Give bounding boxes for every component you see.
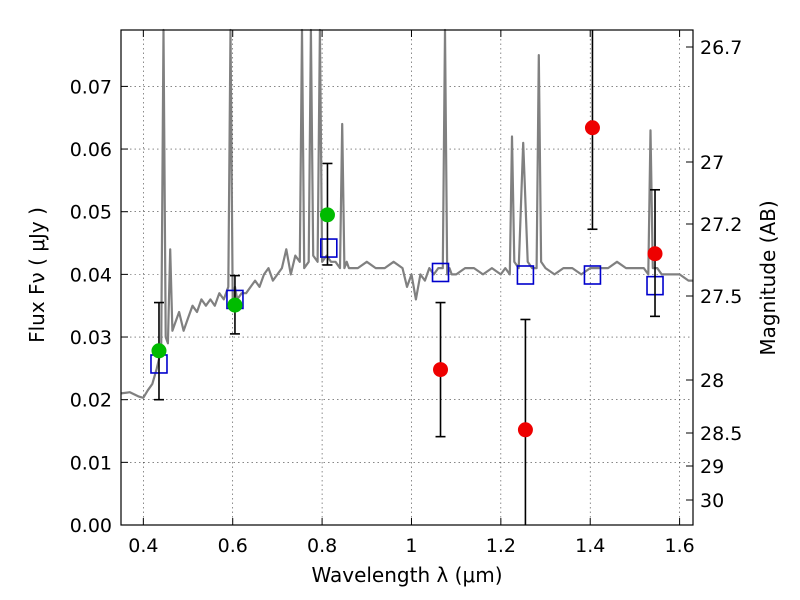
- data-point: [647, 246, 663, 262]
- model-square-marker: [583, 265, 602, 285]
- y-tick-label: 0.05: [70, 202, 112, 224]
- data-point: [517, 422, 533, 438]
- spectrum-line: [120, 28, 693, 399]
- data-point: [151, 343, 167, 359]
- right-tick-label: 27.5: [700, 286, 742, 308]
- right-tick-label: 30: [700, 490, 724, 512]
- y-tick-label: 0.04: [70, 264, 112, 286]
- y-axis-label: Flux Fν ( μJy ): [25, 207, 49, 343]
- data-point: [227, 297, 243, 313]
- y-tick-label: 0.03: [70, 327, 112, 349]
- model-square-marker: [431, 262, 450, 283]
- right-tick-label: 28: [700, 370, 724, 392]
- y-tick-label: 0.00: [70, 515, 112, 537]
- x-tick-label: 0.4: [128, 535, 158, 557]
- tick-layer: 0.4 0.6 0.8 1 1.2 1.4 1.6 0.00 0.01 0.02 0.03 0.04 0…: [70, 30, 742, 557]
- x-tick-label: 1.4: [575, 535, 605, 557]
- y-axis-label-right: Magnitude (AB): [756, 200, 780, 355]
- right-tick-label: 27: [700, 152, 724, 174]
- model-square-marker: [319, 238, 338, 258]
- x-tick-label: 0.8: [307, 535, 337, 557]
- right-tick-label: 29: [700, 456, 724, 478]
- data-point: [584, 120, 600, 136]
- data-point: [319, 207, 335, 223]
- data-point: [433, 362, 449, 378]
- x-tick-label: 1: [405, 535, 417, 557]
- y-tick-label: 0.06: [70, 139, 112, 161]
- x-axis-label: Wavelength λ (μm): [311, 563, 502, 587]
- right-tick-label: 28.5: [700, 423, 742, 445]
- model-square-marker: [516, 265, 535, 285]
- y-tick-label: 0.07: [70, 76, 112, 98]
- right-tick-label: 26.7: [700, 37, 742, 59]
- grid-layer: [121, 30, 693, 526]
- plot-frame: [120, 29, 694, 526]
- data-layer: [120, 28, 693, 525]
- right-tick-label: 27.2: [700, 214, 742, 236]
- x-tick-label: 1.6: [664, 535, 694, 557]
- y-tick-label: 0.01: [70, 452, 112, 474]
- x-tick-label: 1.2: [486, 535, 516, 557]
- y-tick-label: 0.02: [70, 390, 112, 412]
- x-tick-label: 0.6: [218, 535, 248, 557]
